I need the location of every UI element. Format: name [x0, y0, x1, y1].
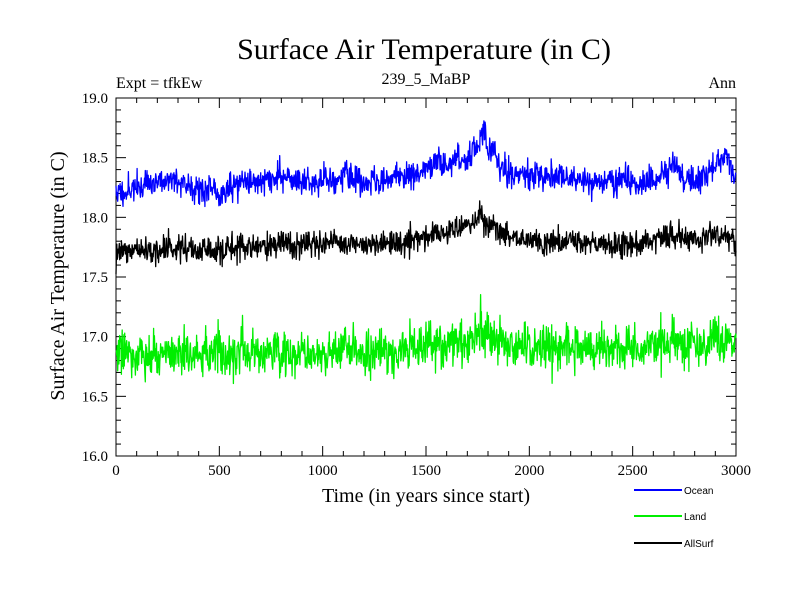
y-tick-label: 16.0 — [82, 449, 108, 465]
x-tick-label: 2000 — [514, 463, 544, 479]
y-tick-label: 16.5 — [82, 389, 108, 405]
chart-title: Surface Air Temperature (in C) — [237, 33, 611, 66]
x-tick-label: 0 — [112, 463, 120, 479]
y-tick-label: 17.0 — [82, 330, 108, 346]
y-tick-label: 18.0 — [82, 210, 108, 226]
axis-ticks — [115, 97, 737, 457]
x-tick-label: 3000 — [721, 463, 751, 479]
x-tick-label: 1000 — [308, 463, 338, 479]
x-tick-label: 1500 — [411, 463, 441, 479]
tick-labels: 0 500 1000 1500 2000 2500 3000 16.0 16.5 17.0 17.5… — [82, 91, 751, 479]
series-line-ocean — [115, 120, 737, 208]
series-layer — [115, 120, 737, 385]
plot-frame — [115, 97, 737, 457]
legend: Ocean Land AllSurf — [634, 486, 714, 550]
legend-label-allsurf: AllSurf — [684, 539, 714, 550]
series-line-allsurf — [115, 200, 737, 275]
x-axis-label: Time (in years since start) — [322, 485, 530, 507]
y-axis-label: Surface Air Temperature (in C) — [47, 151, 69, 400]
legend-label-land: Land — [684, 512, 706, 523]
season-label: Ann — [708, 75, 736, 92]
legend-label-ocean: Ocean — [684, 486, 713, 497]
y-tick-label: 17.5 — [82, 270, 108, 286]
x-tick-label: 2500 — [618, 463, 648, 479]
experiment-label: Expt = tfkEw — [116, 75, 203, 92]
y-tick-label: 18.5 — [82, 151, 108, 167]
y-tick-label: 19.0 — [82, 91, 108, 107]
series-line-land — [115, 294, 737, 385]
period-label: 239_5_MaBP — [382, 71, 471, 88]
x-tick-label: 500 — [208, 463, 231, 479]
